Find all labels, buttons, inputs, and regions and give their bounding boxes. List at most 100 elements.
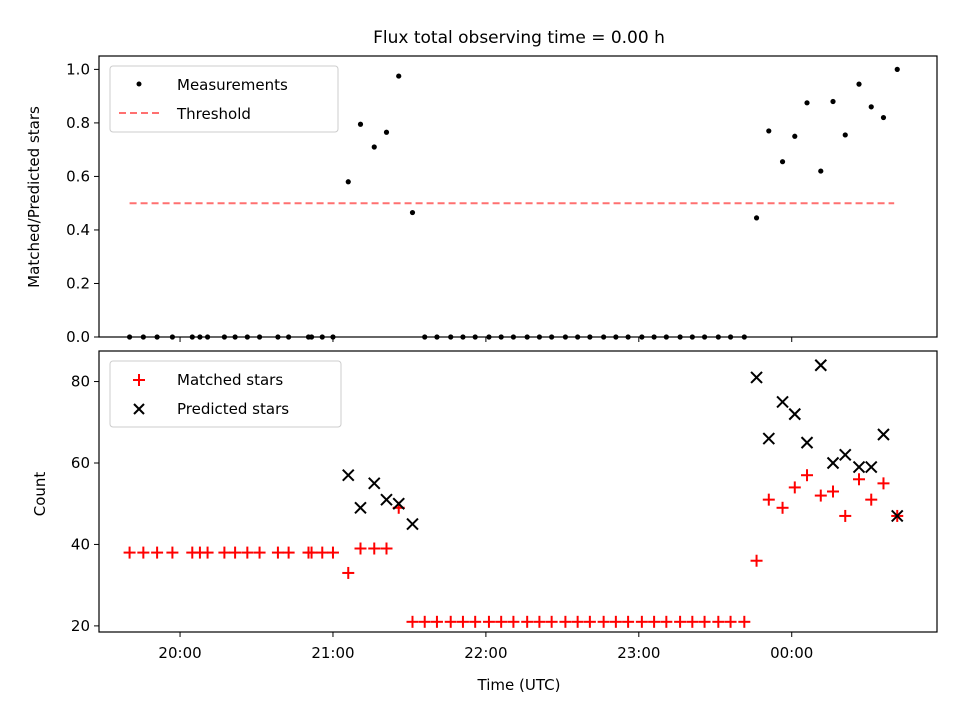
point-predicted-stars — [392, 497, 405, 510]
point-predicted-stars — [814, 359, 827, 372]
point-matched-stars — [865, 493, 878, 506]
bottom-x-axis: 20:00 21:00 22:00 23:00 00:00 — [158, 632, 813, 662]
bottom-ytick-label: 80 — [71, 373, 90, 391]
point-measurements — [842, 132, 848, 138]
top-ytick-label: 0.0 — [66, 328, 90, 346]
point-predicted-stars — [406, 517, 419, 531]
point-matched-stars — [609, 615, 622, 628]
point-predicted-stars — [762, 432, 775, 445]
point-matched-stars — [482, 615, 495, 628]
point-matched-stars — [738, 615, 751, 628]
point-predicted-stars — [788, 407, 801, 421]
bottom-xtick-label: 22:00 — [464, 644, 507, 662]
top-x-axis — [179, 337, 793, 342]
point-matched-stars — [776, 501, 789, 514]
top-ylabel: Matched/Predicted stars — [25, 106, 43, 288]
point-predicted-stars — [750, 371, 763, 384]
point-measurements — [766, 128, 772, 134]
point-matched-stars — [750, 554, 763, 567]
point-measurements — [409, 209, 416, 216]
point-matched-stars — [712, 615, 725, 628]
legend-measurements-label: Measurements — [177, 76, 288, 94]
point-measurements — [779, 159, 786, 165]
point-matched-stars — [430, 615, 443, 628]
point-matched-stars — [201, 546, 214, 559]
bottom-legend-frame — [109, 360, 342, 428]
top-ytick-label: 0.4 — [66, 221, 90, 239]
bottom-xlabel: Time (UTC) — [477, 676, 561, 694]
point-matched-stars — [814, 489, 827, 502]
point-matched-stars — [698, 615, 711, 628]
legend-threshold-label: Threshold — [176, 105, 251, 123]
point-matched-stars — [597, 615, 610, 628]
point-matched-stars — [788, 481, 801, 494]
legend-predicted-marker — [133, 403, 145, 415]
point-predicted-stars — [839, 448, 852, 462]
point-matched-stars — [648, 615, 661, 628]
top-y-axis: 0.0 0.2 0.4 0.6 0.8 1.0 — [66, 60, 99, 346]
point-measurements — [371, 144, 377, 150]
top-legend-frame — [109, 65, 339, 133]
point-matched-stars — [166, 546, 179, 559]
point-matched-stars — [686, 615, 699, 628]
point-matched-stars — [545, 615, 558, 628]
point-matched-stars — [218, 546, 231, 559]
bottom-xtick-label: 21:00 — [311, 644, 354, 662]
chart-title: Flux total observing time = 0.00 h — [373, 28, 665, 48]
point-matched-stars — [137, 546, 150, 559]
point-matched-stars — [495, 615, 508, 628]
point-matched-stars — [316, 546, 329, 559]
point-matched-stars — [622, 615, 635, 628]
point-matched-stars — [469, 615, 482, 628]
point-matched-stars — [559, 615, 572, 628]
point-matched-stars — [674, 615, 687, 628]
point-measurements — [856, 81, 862, 87]
point-measurements — [396, 73, 402, 79]
legend-measurements-marker — [136, 81, 142, 87]
point-matched-stars — [877, 477, 890, 490]
point-measurements — [830, 98, 836, 105]
bottom-xtick-label: 00:00 — [770, 644, 813, 662]
point-matched-stars — [827, 485, 840, 498]
point-matched-stars — [418, 615, 431, 628]
point-matched-stars — [853, 473, 866, 486]
point-measurements — [818, 168, 824, 174]
point-predicted-stars — [354, 501, 367, 514]
point-predicted-stars — [380, 493, 393, 506]
top-legend: Measurements Threshold — [109, 65, 339, 133]
point-matched-stars — [380, 542, 393, 555]
point-matched-stars — [762, 493, 775, 506]
point-matched-stars — [271, 546, 284, 559]
bottom-ytick-label: 20 — [71, 617, 90, 635]
top-ytick-label: 0.6 — [66, 167, 90, 185]
legend-matched-label: Matched stars — [177, 371, 283, 389]
top-ytick-label: 0.8 — [66, 114, 90, 132]
top-axes-frame — [98, 55, 938, 338]
point-matched-stars — [342, 566, 355, 579]
bottom-xtick-label: 23:00 — [617, 644, 660, 662]
point-matched-stars — [724, 615, 737, 628]
point-predicted-stars — [865, 460, 878, 474]
point-matched-stars — [571, 615, 584, 628]
point-matched-stars — [660, 615, 673, 628]
point-matched-stars — [583, 615, 596, 628]
point-matched-stars — [507, 615, 520, 628]
point-matched-stars — [839, 509, 852, 522]
point-predicted-stars — [852, 460, 866, 474]
bottom-ytick-label: 40 — [71, 535, 90, 553]
point-matched-stars — [241, 546, 254, 559]
bottom-plot-area — [123, 359, 904, 628]
point-matched-stars — [282, 546, 295, 559]
bottom-xtick-label: 20:00 — [158, 644, 201, 662]
point-measurements — [894, 66, 900, 72]
point-matched-stars — [406, 615, 419, 628]
bottom-ytick-label: 60 — [71, 454, 90, 472]
point-matched-stars — [368, 542, 381, 555]
point-measurements — [804, 100, 810, 106]
point-matched-stars — [521, 615, 534, 628]
point-matched-stars — [229, 546, 242, 559]
top-ytick-label: 0.2 — [66, 274, 90, 292]
point-matched-stars — [533, 615, 546, 628]
top-panel: 0.0 0.2 0.4 0.6 0.8 1.0 Matched/Predicted sta… — [25, 55, 938, 346]
